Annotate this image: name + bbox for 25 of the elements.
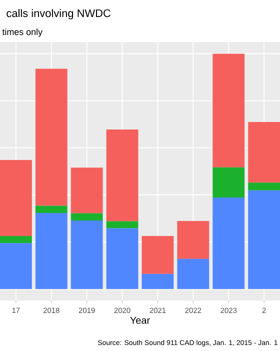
bar — [248, 182, 280, 190]
bar — [0, 160, 32, 236]
bar — [212, 54, 245, 168]
bar — [35, 206, 68, 213]
bar — [212, 167, 245, 198]
bar — [70, 168, 103, 214]
x-axis-title: Year — [130, 316, 150, 324]
bar — [35, 212, 68, 289]
bar — [248, 122, 280, 183]
bar — [70, 220, 103, 289]
bar — [0, 236, 32, 244]
bar — [177, 220, 210, 259]
bar — [212, 197, 245, 289]
bar — [0, 243, 32, 289]
bar — [177, 258, 210, 289]
bar — [106, 228, 138, 289]
bar — [35, 68, 68, 206]
bar — [70, 213, 103, 221]
chart-title: calls involving NWDC — [6, 9, 110, 20]
chart-subtitle: times only — [2, 28, 43, 37]
bar — [106, 221, 138, 228]
bar — [106, 129, 138, 222]
bar — [142, 236, 174, 274]
bar — [248, 190, 280, 289]
bar — [142, 274, 174, 289]
